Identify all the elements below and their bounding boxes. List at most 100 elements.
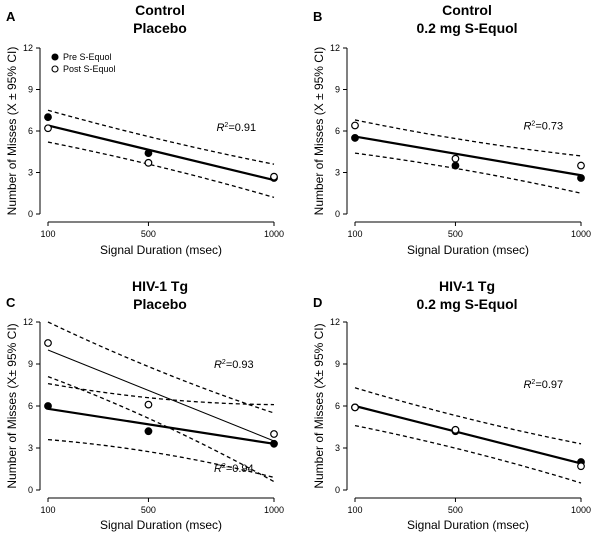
pre-s-equol-point <box>44 113 52 122</box>
panel-c: C HIV-1 Tg Placebo 100 500 1000 0 3 6 9 12 Signal D… <box>5 278 284 532</box>
y-axis-label: Number of Misses (X± 95% CI) <box>312 323 326 488</box>
r-squared-label: R2=0.97 <box>523 379 563 391</box>
x-axis-label: Signal Duration (msec) <box>100 518 222 532</box>
x-tick-label: 100 <box>40 505 55 515</box>
ci-lower-curve <box>354 152 582 194</box>
regression-line <box>47 349 275 442</box>
panel-title-line2: 0.2 mg S-Equol <box>416 296 517 312</box>
x-tick-label: 500 <box>448 229 463 239</box>
x-tick-label: 500 <box>141 229 156 239</box>
y-axis-label: Number of Misses (X± 95% CI) <box>5 323 19 488</box>
pre-s-equol-point <box>577 174 585 182</box>
panel-b: B Control 0.2 mg S-Equol 100 500 1000 0 3 6 9 12 Si… <box>312 2 591 257</box>
y-tick-label: 9 <box>335 85 340 95</box>
post-s-equol-point <box>44 339 52 347</box>
post-s-equol-point <box>270 172 278 181</box>
pre-s-equol-point <box>144 427 153 436</box>
post-s-equol-point <box>44 124 52 133</box>
y-tick-label: 0 <box>335 209 340 219</box>
r-squared-label: R2=0.94 <box>214 463 254 475</box>
y-tick-label: 6 <box>335 126 340 136</box>
panel-a: A Control Placebo 100 500 1000 0 3 6 9 12 Signal Du… <box>5 2 284 257</box>
ci-upper-curve <box>47 382 275 406</box>
x-axis-label: Signal Duration (msec) <box>100 243 222 257</box>
y-tick-label: 3 <box>28 168 33 178</box>
y-tick-label: 3 <box>335 443 340 453</box>
y-tick-label: 6 <box>28 126 33 136</box>
y-tick-label: 3 <box>335 168 340 178</box>
regression-line <box>354 404 582 465</box>
y-tick-label: 0 <box>335 485 340 495</box>
post-s-equol-point <box>351 403 359 412</box>
x-tick-label: 500 <box>141 505 156 515</box>
x-tick-label: 1000 <box>571 505 591 515</box>
regression-line <box>47 407 275 445</box>
ci-lower-curve <box>47 141 275 199</box>
post-s-equol-point <box>577 462 585 471</box>
y-axis-label: Number of Misses (X ± 95% CI) <box>5 47 19 216</box>
panel-title-line1: Control <box>135 2 185 18</box>
panel-title-line1: HIV-1 Tg <box>132 278 188 294</box>
ci-upper-curve <box>47 321 275 414</box>
pre-s-equol-point <box>451 161 460 170</box>
r-squared-label: R2=0.91 <box>216 122 256 134</box>
legend-label: Pre S-Equol <box>63 52 112 62</box>
y-tick-label: 0 <box>28 485 33 495</box>
regression-line <box>354 135 582 177</box>
y-tick-label: 3 <box>28 443 33 453</box>
post-s-equol-point <box>451 154 460 163</box>
regression-line <box>47 124 275 182</box>
x-tick-label: 1000 <box>264 229 284 239</box>
y-tick-label: 9 <box>28 359 33 369</box>
ci-upper-curve <box>354 387 582 445</box>
panel-letter: B <box>313 9 322 24</box>
panel-title-line2: 0.2 mg S-Equol <box>416 20 517 36</box>
post-s-equol-point <box>577 161 585 170</box>
r-squared-label: R2=0.93 <box>214 359 254 371</box>
y-tick-label: 6 <box>28 401 33 411</box>
panel-title-line1: Control <box>442 2 492 18</box>
post-s-equol-point <box>351 121 359 130</box>
post-s-equol-point <box>270 430 278 438</box>
y-tick-label: 12 <box>23 317 33 327</box>
legend-label: Post S-Equol <box>63 64 116 74</box>
x-tick-label: 1000 <box>264 505 284 515</box>
y-tick-label: 9 <box>335 359 340 369</box>
ci-upper-curve <box>354 119 582 157</box>
panel-letter: A <box>6 9 16 24</box>
pre-s-equol-point <box>270 439 278 448</box>
post-s-equol-point <box>451 425 460 434</box>
x-axis-label: Signal Duration (msec) <box>407 518 529 532</box>
legend-pre-marker <box>51 53 59 61</box>
y-axis-label: Number of Misses (X ± 95% CI) <box>312 47 326 216</box>
x-axis-label: Signal Duration (msec) <box>407 243 529 257</box>
y-tick-label: 12 <box>330 317 340 327</box>
pre-s-equol-point <box>44 402 52 410</box>
x-tick-label: 1000 <box>571 229 591 239</box>
x-tick-label: 500 <box>448 505 463 515</box>
r-squared-label: R2=0.73 <box>523 121 563 133</box>
y-tick-label: 6 <box>335 401 340 411</box>
panel-letter: D <box>313 295 322 310</box>
panel-title-line2: Placebo <box>133 20 187 36</box>
panel-d: D HIV-1 Tg 0.2 mg S-Equol 100 500 1000 0 3 6 9 12 S… <box>312 278 591 532</box>
panel-letter: C <box>6 295 16 310</box>
y-tick-label: 12 <box>330 43 340 53</box>
ci-lower-curve <box>47 438 275 479</box>
ci-lower-curve <box>354 424 582 484</box>
x-tick-label: 100 <box>347 505 362 515</box>
x-tick-label: 100 <box>347 229 362 239</box>
y-tick-label: 12 <box>23 43 33 53</box>
x-tick-label: 100 <box>40 229 55 239</box>
panel-title-line2: Placebo <box>133 296 187 312</box>
y-tick-label: 0 <box>28 209 33 219</box>
panel-title-line1: HIV-1 Tg <box>439 278 495 294</box>
post-s-equol-point <box>144 158 153 167</box>
pre-s-equol-point <box>351 134 359 142</box>
legend-post-marker <box>51 65 59 73</box>
ci-lower-curve <box>47 375 275 483</box>
post-s-equol-point <box>144 400 153 409</box>
ci-upper-curve <box>47 109 275 165</box>
y-tick-label: 9 <box>28 85 33 95</box>
